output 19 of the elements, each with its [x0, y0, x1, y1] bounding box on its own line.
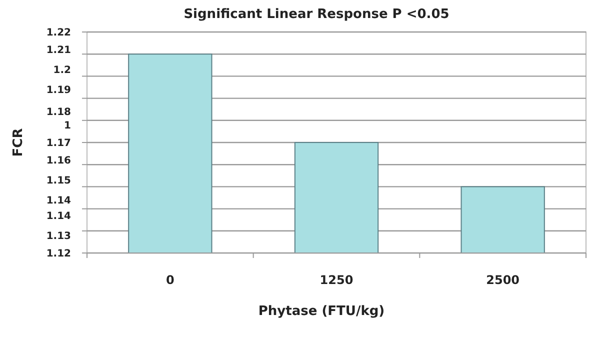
y-tick-label: 1.17 — [46, 138, 72, 149]
y-tick-label: 1 — [64, 120, 72, 132]
y-tick-label: 1.21 — [46, 45, 72, 56]
y-tick-label: 1.16 — [46, 156, 72, 167]
x-axis-title: Phytase (FTU/kg) — [258, 304, 385, 319]
y-tick-label: 1.19 — [46, 84, 72, 96]
y-tick-label: 1.13 — [46, 230, 72, 242]
y-tick-label: 1.18 — [46, 107, 72, 118]
x-tick-label: 1250 — [320, 273, 354, 287]
chart-title: Significant Linear Response P <0.05 — [184, 7, 450, 22]
y-tick-label: 1.22 — [46, 28, 72, 38]
x-tick-label: 2500 — [486, 273, 520, 287]
y-tick-label: 1.15 — [46, 176, 72, 187]
y-tick-label: 1.14 — [46, 195, 72, 206]
x-tick-label: 0 — [166, 273, 174, 287]
y-tick-label: 1.14 — [46, 210, 72, 222]
y-axis-title: FCR — [11, 128, 26, 157]
y-tick-label: 1.2 — [53, 65, 72, 76]
y-tick-label: 1.12 — [46, 248, 72, 260]
